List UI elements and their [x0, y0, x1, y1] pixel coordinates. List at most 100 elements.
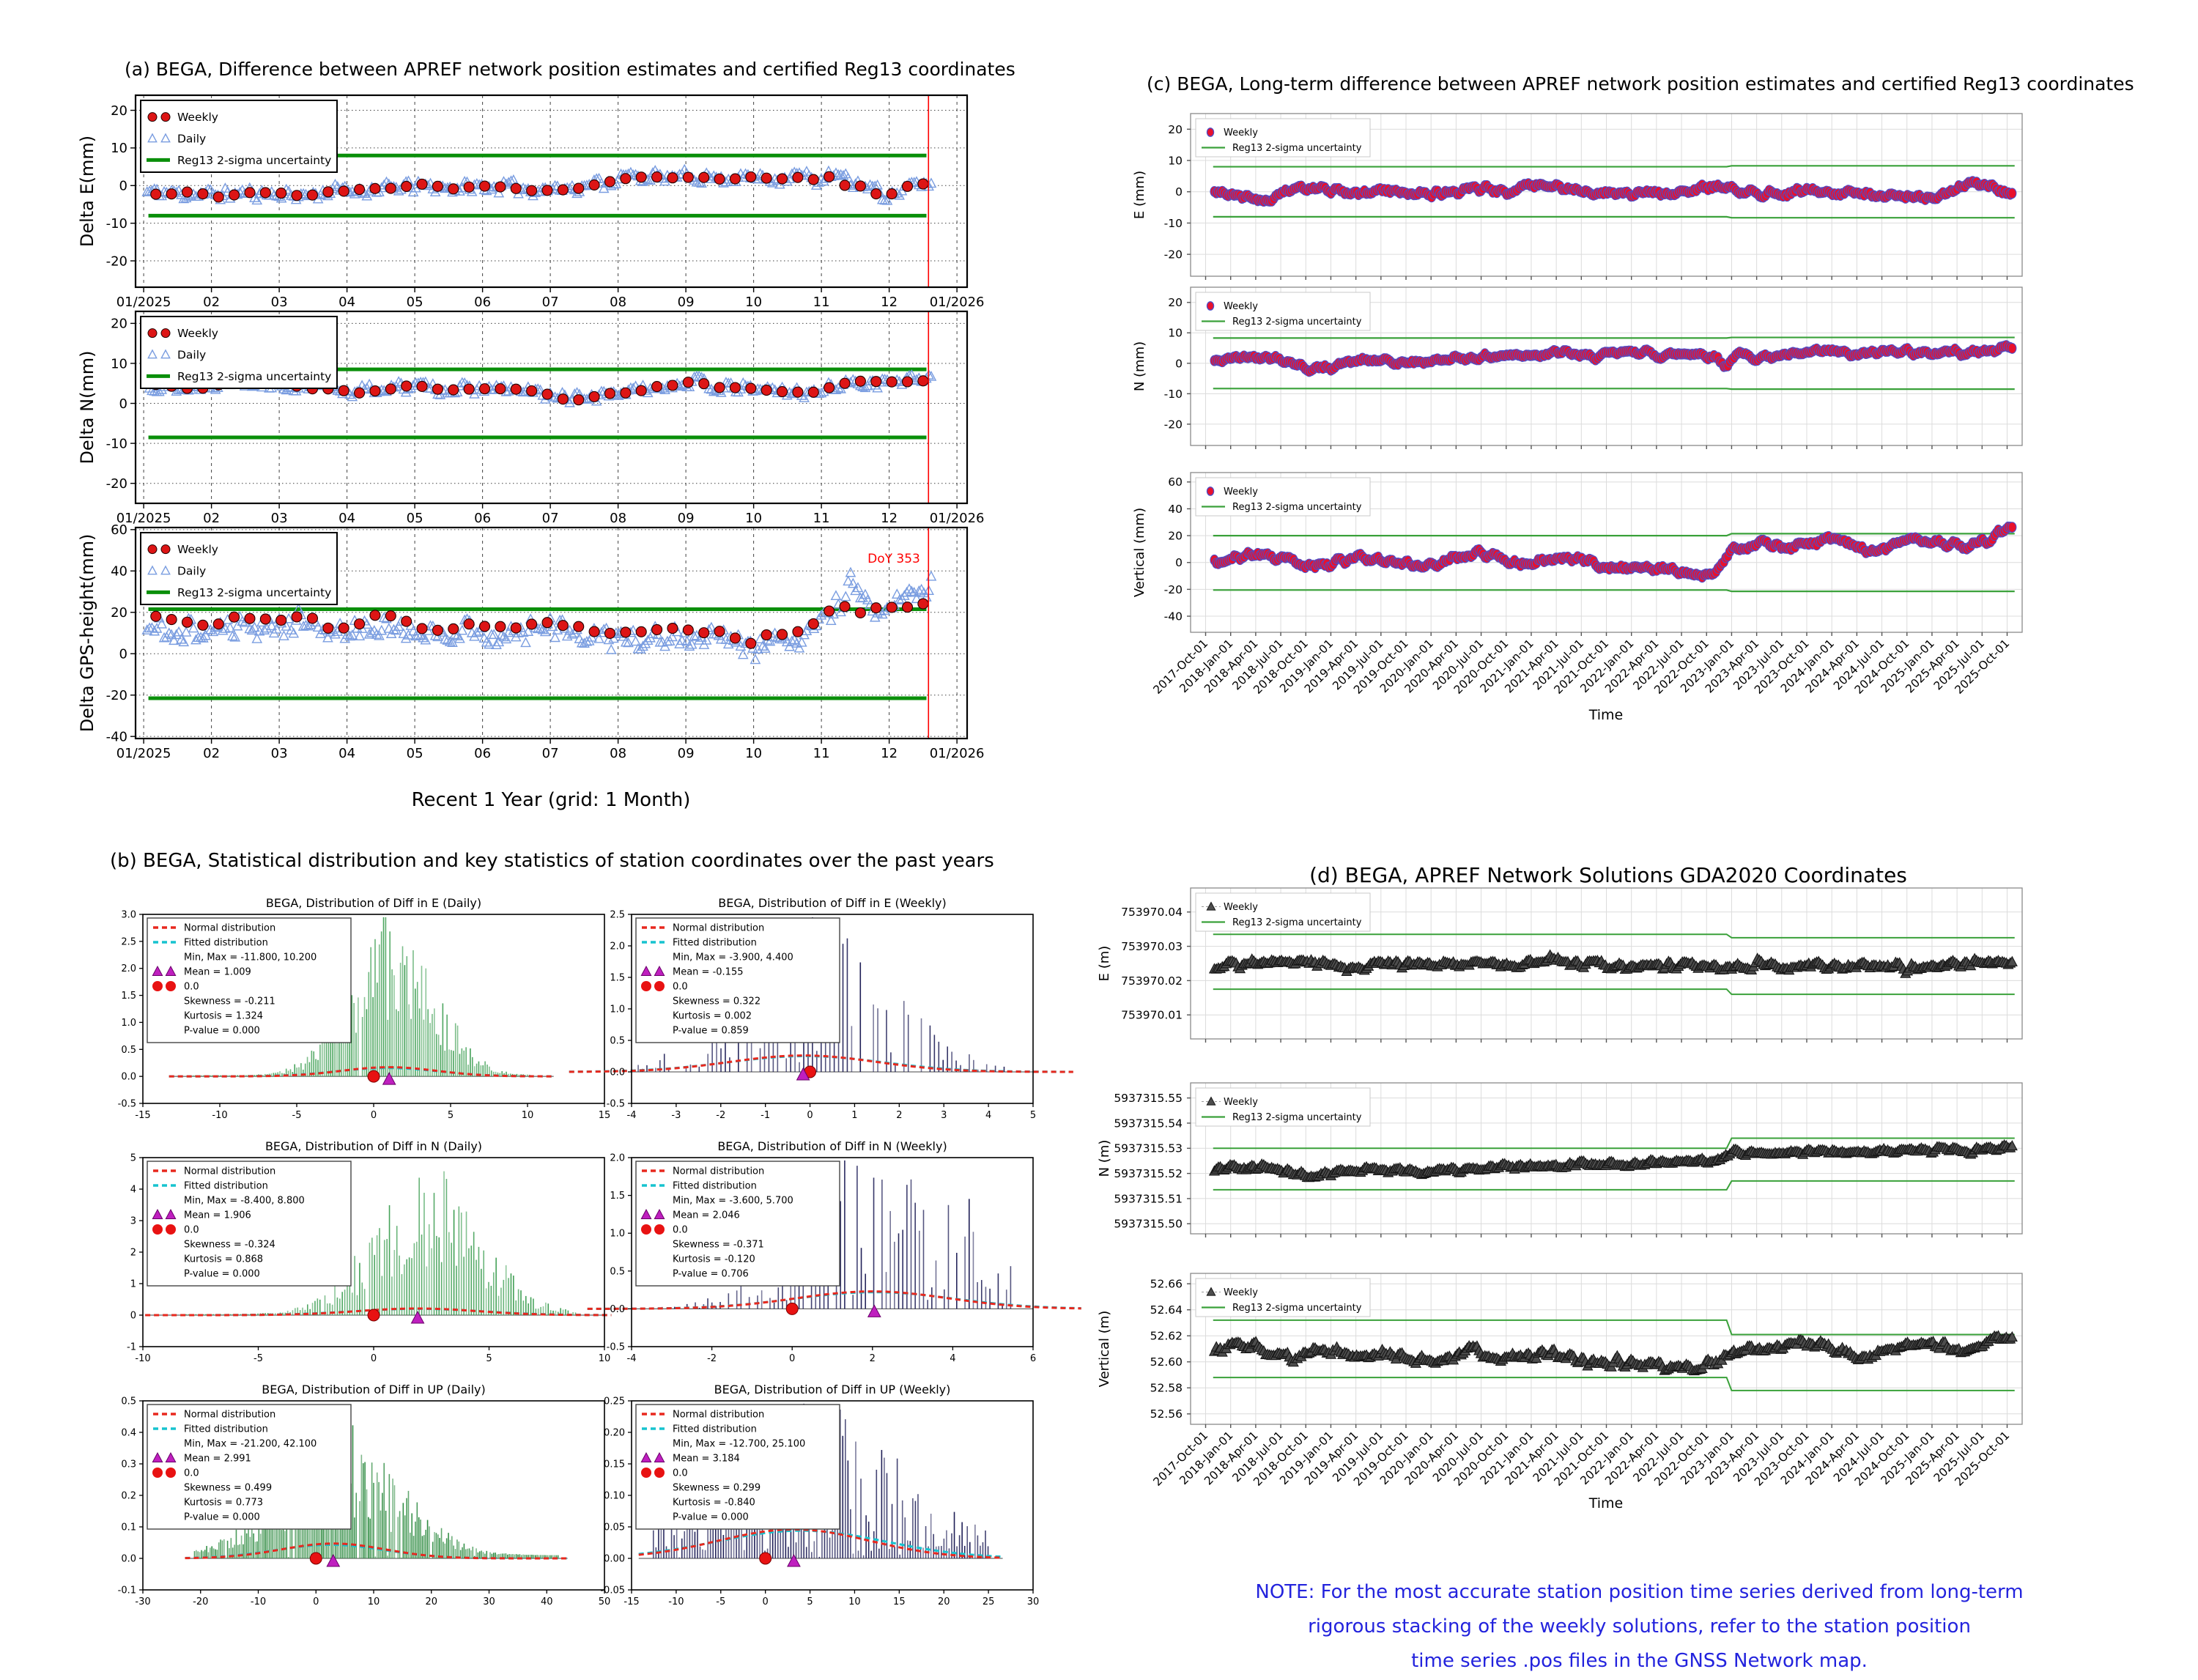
svg-text:0.5: 0.5 — [121, 1396, 136, 1407]
panel-b-hist: BEGA, Distribution of Diff in E (Weekly)… — [569, 896, 1073, 1121]
svg-text:Time: Time — [1588, 1495, 1624, 1511]
svg-text:-20: -20 — [106, 688, 127, 703]
svg-text:-10: -10 — [106, 436, 127, 451]
note-line-3: time series .pos files in the GNSS Netwo… — [1411, 1650, 1868, 1672]
svg-text:20: 20 — [1168, 530, 1183, 543]
svg-text:0.25: 0.25 — [604, 1396, 625, 1407]
svg-text:0: 0 — [119, 647, 127, 662]
svg-text:Weekly: Weekly — [1224, 486, 1258, 497]
svg-text:12: 12 — [881, 746, 898, 761]
svg-text:5937315.53: 5937315.53 — [1114, 1142, 1183, 1155]
svg-text:-1: -1 — [761, 1110, 770, 1121]
svg-text:Fitted distribution: Fitted distribution — [673, 1181, 757, 1192]
svg-text:2: 2 — [896, 1110, 902, 1121]
svg-text:04: 04 — [338, 295, 355, 310]
svg-text:-4: -4 — [627, 1110, 637, 1121]
svg-text:Reg13 2-sigma uncertainty: Reg13 2-sigma uncertainty — [1232, 917, 1362, 928]
svg-text:-0.5: -0.5 — [607, 1342, 625, 1353]
panel-a-subplot: 20 10 0 -10 -20 01/2025 02 03 04 05 06 07 08 09 10 11 12… — [77, 94, 985, 310]
svg-text:03: 03 — [271, 295, 288, 310]
svg-text:09: 09 — [678, 511, 695, 526]
svg-text:60: 60 — [111, 522, 127, 538]
svg-text:4: 4 — [130, 1185, 136, 1196]
svg-text:30: 30 — [1027, 1596, 1040, 1607]
svg-text:753970.01: 753970.01 — [1121, 1009, 1183, 1022]
svg-text:Min, Max = -21.200, 42.100: Min, Max = -21.200, 42.100 — [184, 1439, 317, 1450]
svg-text:Fitted distribution: Fitted distribution — [184, 1424, 268, 1435]
svg-text:0.2: 0.2 — [121, 1491, 136, 1502]
svg-text:-20: -20 — [1164, 248, 1183, 262]
svg-text:2.0: 2.0 — [121, 963, 136, 974]
svg-text:-10: -10 — [1164, 388, 1183, 401]
svg-text:52.62: 52.62 — [1150, 1330, 1183, 1343]
svg-text:09: 09 — [678, 746, 695, 761]
svg-text:BEGA, Distribution of Diff in: BEGA, Distribution of Diff in UP (Daily) — [262, 1383, 486, 1396]
svg-text:-5: -5 — [716, 1596, 725, 1607]
svg-text:0.0: 0.0 — [673, 1468, 688, 1479]
panel-a-subplot: DoY 353 60 40 20 0 -20 -40 01/2025 02 03 04 05 06 07 0… — [77, 522, 985, 761]
svg-text:01/2026: 01/2026 — [930, 746, 985, 761]
svg-text:2.5: 2.5 — [121, 936, 136, 947]
svg-text:E (m): E (m) — [1097, 946, 1112, 982]
svg-text:-0.1: -0.1 — [118, 1585, 136, 1596]
svg-text:05: 05 — [407, 511, 423, 526]
svg-text:40: 40 — [541, 1596, 553, 1607]
svg-text:Kurtosis = -0.840: Kurtosis = -0.840 — [673, 1498, 755, 1509]
svg-text:-10: -10 — [251, 1596, 266, 1607]
svg-text:Kurtosis = 0.002: Kurtosis = 0.002 — [673, 1011, 752, 1022]
svg-text:10: 10 — [745, 511, 762, 526]
svg-text:Min, Max = -12.700, 25.100: Min, Max = -12.700, 25.100 — [673, 1439, 805, 1450]
svg-text:753970.04: 753970.04 — [1121, 906, 1183, 919]
panel-b-hist: BEGA, Distribution of Diff in N (Weekly)… — [587, 1139, 1081, 1364]
svg-text:52.66: 52.66 — [1150, 1278, 1183, 1291]
svg-text:20: 20 — [111, 317, 127, 332]
svg-text:Time: Time — [1588, 707, 1624, 723]
svg-text:0.05: 0.05 — [604, 1522, 625, 1533]
svg-text:2.0: 2.0 — [610, 1153, 625, 1164]
svg-text:05: 05 — [407, 746, 423, 761]
svg-text:10: 10 — [745, 295, 762, 310]
svg-text:Fitted distribution: Fitted distribution — [673, 1424, 757, 1435]
svg-text:Normal distribution: Normal distribution — [673, 1410, 764, 1421]
svg-text:10: 10 — [111, 141, 127, 156]
svg-text:1.5: 1.5 — [610, 973, 625, 984]
svg-text:Weekly: Weekly — [177, 111, 218, 124]
svg-text:0.0: 0.0 — [121, 1554, 136, 1565]
svg-text:E (mm): E (mm) — [1132, 171, 1147, 219]
svg-text:0: 0 — [119, 396, 127, 412]
panel-b-hist: BEGA, Distribution of Diff in UP (Daily)… — [118, 1383, 611, 1607]
svg-text:12: 12 — [881, 295, 898, 310]
svg-text:04: 04 — [338, 511, 355, 526]
svg-text:06: 06 — [474, 746, 491, 761]
svg-text:Skewness = -0.371: Skewness = -0.371 — [673, 1240, 764, 1251]
svg-text:Fitted distribution: Fitted distribution — [184, 1181, 268, 1192]
svg-text:-0.05: -0.05 — [600, 1585, 625, 1596]
svg-text:0.0: 0.0 — [673, 982, 688, 993]
svg-text:-1: -1 — [127, 1342, 136, 1353]
svg-text:Daily: Daily — [177, 348, 206, 361]
panel-b-hist: BEGA, Distribution of Diff in E (Daily) 3… — [118, 896, 611, 1121]
svg-text:03: 03 — [271, 746, 288, 761]
svg-text:-10: -10 — [1164, 217, 1183, 230]
svg-text:BEGA, Distribution of Diff in: BEGA, Distribution of Diff in E (Daily) — [266, 896, 481, 910]
svg-text:4: 4 — [950, 1353, 955, 1364]
panel-b-hist: BEGA, Distribution of Diff in UP (Weekly… — [600, 1383, 1039, 1607]
svg-text:0.0: 0.0 — [184, 1468, 199, 1479]
svg-text:52.58: 52.58 — [1150, 1382, 1183, 1395]
svg-text:05: 05 — [407, 295, 423, 310]
panel-c-subplot: 6040200-20-402017-Oct-012018-Jan-012018-… — [1132, 472, 2023, 697]
svg-text:20: 20 — [1168, 296, 1183, 309]
svg-text:3: 3 — [941, 1110, 947, 1121]
svg-text:04: 04 — [338, 746, 355, 761]
svg-text:P-value = 0.000: P-value = 0.000 — [184, 1512, 260, 1523]
svg-text:10: 10 — [368, 1596, 380, 1607]
svg-text:01/2025: 01/2025 — [116, 511, 171, 526]
svg-text:-3: -3 — [671, 1110, 681, 1121]
svg-text:Reg13 2-sigma uncertainty: Reg13 2-sigma uncertainty — [1232, 1112, 1362, 1123]
svg-text:BEGA, Distribution of Diff in: BEGA, Distribution of Diff in E (Weekly) — [718, 896, 947, 910]
svg-text:0: 0 — [1175, 556, 1183, 569]
svg-text:1.5: 1.5 — [610, 1191, 625, 1202]
svg-text:40: 40 — [1168, 503, 1183, 516]
svg-text:Weekly: Weekly — [1224, 301, 1258, 312]
svg-text:5937315.50: 5937315.50 — [1114, 1218, 1183, 1231]
